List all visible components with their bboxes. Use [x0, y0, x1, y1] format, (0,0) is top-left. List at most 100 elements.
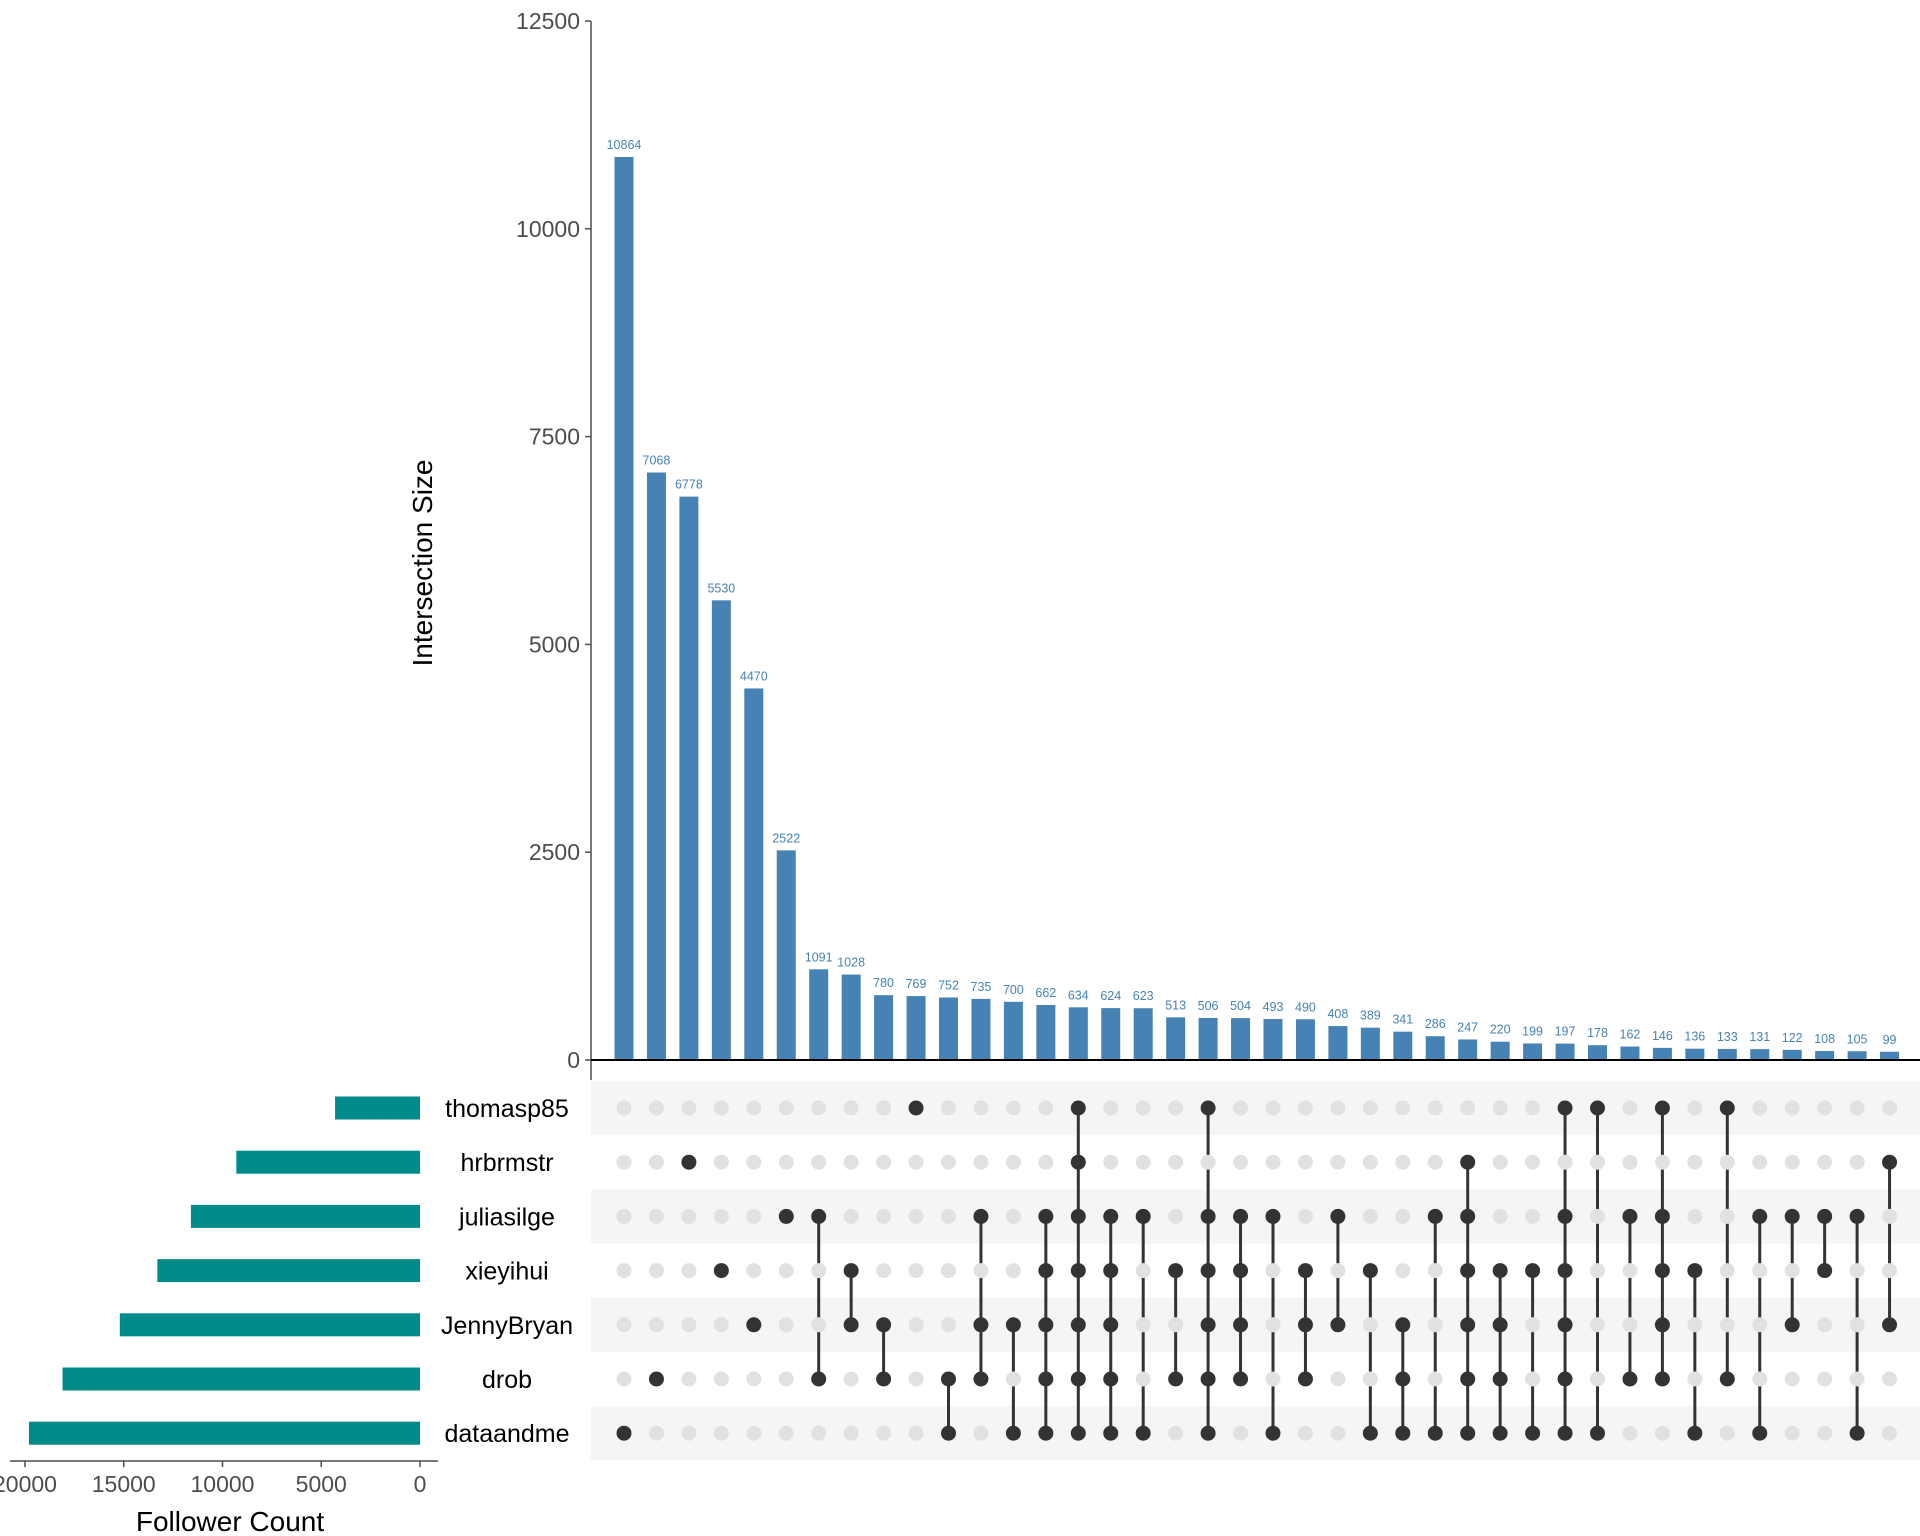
y-tick-label: 10000 — [516, 216, 580, 242]
matrix-dot-inactive — [1362, 1208, 1378, 1224]
matrix-dot-inactive — [1103, 1100, 1119, 1116]
intersection-bar — [1003, 1001, 1023, 1060]
matrix-dot-inactive — [1233, 1154, 1249, 1170]
intersection-bar — [1393, 1031, 1413, 1060]
intersection-bar — [1815, 1051, 1835, 1060]
matrix-dot-inactive — [1687, 1371, 1703, 1387]
matrix-dot-active — [1233, 1208, 1249, 1224]
matrix-dot-active — [1168, 1371, 1184, 1387]
matrix-dot-active — [1103, 1317, 1119, 1333]
matrix-dot-active — [811, 1208, 827, 1224]
matrix-dot-inactive — [941, 1317, 956, 1333]
matrix-dot-inactive — [1460, 1100, 1476, 1116]
matrix-dot-inactive — [1168, 1154, 1184, 1170]
matrix-dot-inactive — [1752, 1317, 1768, 1333]
intersection-bar-label: 504 — [1230, 999, 1251, 1013]
intersection-bar — [1036, 1004, 1056, 1060]
matrix-dot-inactive — [908, 1371, 924, 1387]
matrix-dot-inactive — [1687, 1208, 1703, 1224]
matrix-dot-inactive — [811, 1100, 827, 1116]
y-tick-label: 0 — [567, 1047, 580, 1073]
set-size-x-axis: 20000 15000 10000 5000 0 — [0, 1460, 438, 1497]
intersection-bar-label: 752 — [938, 978, 959, 992]
matrix-dot-inactive — [1168, 1317, 1184, 1333]
set-label: thomasp85 — [445, 1095, 569, 1123]
set-label: dataandme — [444, 1420, 569, 1448]
intersection-bar-label: 735 — [971, 980, 992, 994]
matrix-dot-inactive — [1330, 1371, 1346, 1387]
matrix-dot-inactive — [713, 1317, 729, 1333]
intersection-bar — [614, 156, 634, 1060]
matrix-dot-inactive — [1135, 1317, 1151, 1333]
matrix-dot-active — [941, 1371, 956, 1387]
intersection-bar — [646, 472, 666, 1061]
matrix-dot-inactive — [1427, 1263, 1443, 1279]
matrix-dot-inactive — [778, 1371, 794, 1387]
matrix-dot-active — [1460, 1263, 1476, 1279]
matrix-dot-inactive — [713, 1425, 729, 1441]
matrix-dot-inactive — [1168, 1208, 1184, 1224]
intersection-bar — [1425, 1036, 1445, 1060]
matrix-dot-inactive — [908, 1317, 924, 1333]
matrix-dot-active — [1557, 1371, 1573, 1387]
matrix-dot-active — [1070, 1317, 1086, 1333]
matrix-dot-active — [1070, 1425, 1086, 1441]
matrix-dot-inactive — [1005, 1154, 1021, 1170]
matrix-dot-inactive — [941, 1263, 956, 1279]
matrix-dot-inactive — [1752, 1100, 1768, 1116]
matrix-dot-inactive — [778, 1263, 794, 1279]
intersection-bar-label: 490 — [1295, 1000, 1316, 1014]
matrix-dot-active — [1427, 1208, 1443, 1224]
matrix-dot-inactive — [1492, 1208, 1508, 1224]
matrix-dot-inactive — [1590, 1208, 1605, 1224]
matrix-dot-inactive — [1297, 1100, 1313, 1116]
intersection-bar-label: 133 — [1717, 1030, 1738, 1044]
matrix-dot-active — [1492, 1263, 1508, 1279]
matrix-dot-inactive — [1654, 1154, 1670, 1170]
matrix-dot-inactive — [746, 1154, 762, 1170]
matrix-dot-active — [973, 1371, 989, 1387]
matrix-dot-inactive — [1622, 1100, 1638, 1116]
matrix-dot-active — [1362, 1425, 1378, 1441]
matrix-dot-inactive — [1265, 1317, 1281, 1333]
intersection-bar — [1231, 1018, 1251, 1060]
matrix-dot-active — [1752, 1208, 1768, 1224]
set-size-bar — [157, 1259, 420, 1283]
matrix-dot-inactive — [1525, 1208, 1541, 1224]
matrix-dot-active — [1622, 1208, 1638, 1224]
matrix-dot-active — [941, 1425, 956, 1441]
matrix-dot-inactive — [1200, 1154, 1216, 1170]
matrix-dot-inactive — [973, 1263, 989, 1279]
matrix-dot-inactive — [1784, 1154, 1800, 1170]
matrix-dot-inactive — [1103, 1154, 1119, 1170]
intersection-bar-label: 197 — [1555, 1025, 1576, 1039]
matrix-dot-active — [1168, 1263, 1184, 1279]
matrix-dot-inactive — [778, 1154, 794, 1170]
intersection-bar — [1880, 1051, 1900, 1060]
matrix-dot-inactive — [1492, 1100, 1508, 1116]
matrix-dot-inactive — [1005, 1208, 1021, 1224]
intersection-bar — [971, 998, 991, 1060]
intersection-bar-label: 5530 — [707, 581, 735, 595]
intersection-bar-labels: 10864 7068 6778 5530 4470 2522 1091 1028 780 769 7… — [607, 138, 1897, 1047]
matrix-dot-inactive — [1427, 1100, 1443, 1116]
set-label: JennyBryan — [441, 1312, 573, 1340]
matrix-dot-inactive — [681, 1208, 697, 1224]
intersection-bar — [1490, 1041, 1510, 1060]
matrix-dot-inactive — [1525, 1154, 1541, 1170]
intersection-bar-label: 4470 — [740, 669, 768, 683]
matrix-dot-inactive — [941, 1154, 956, 1170]
intersection-bar — [1685, 1048, 1705, 1060]
matrix-dot-inactive — [1882, 1425, 1898, 1441]
matrix-dot-inactive — [843, 1208, 859, 1224]
matrix-dot-active — [1070, 1263, 1086, 1279]
matrix-dot-active — [1654, 1371, 1670, 1387]
matrix-dot-inactive — [1265, 1263, 1281, 1279]
matrix-dot-active — [1103, 1425, 1119, 1441]
intersection-bar-label: 769 — [906, 977, 927, 991]
matrix-dot-inactive — [941, 1208, 956, 1224]
matrix-dot-active — [648, 1371, 664, 1387]
matrix-dot-active — [1038, 1208, 1054, 1224]
matrix-dot-inactive — [1330, 1263, 1346, 1279]
set-label: drob — [482, 1366, 532, 1394]
